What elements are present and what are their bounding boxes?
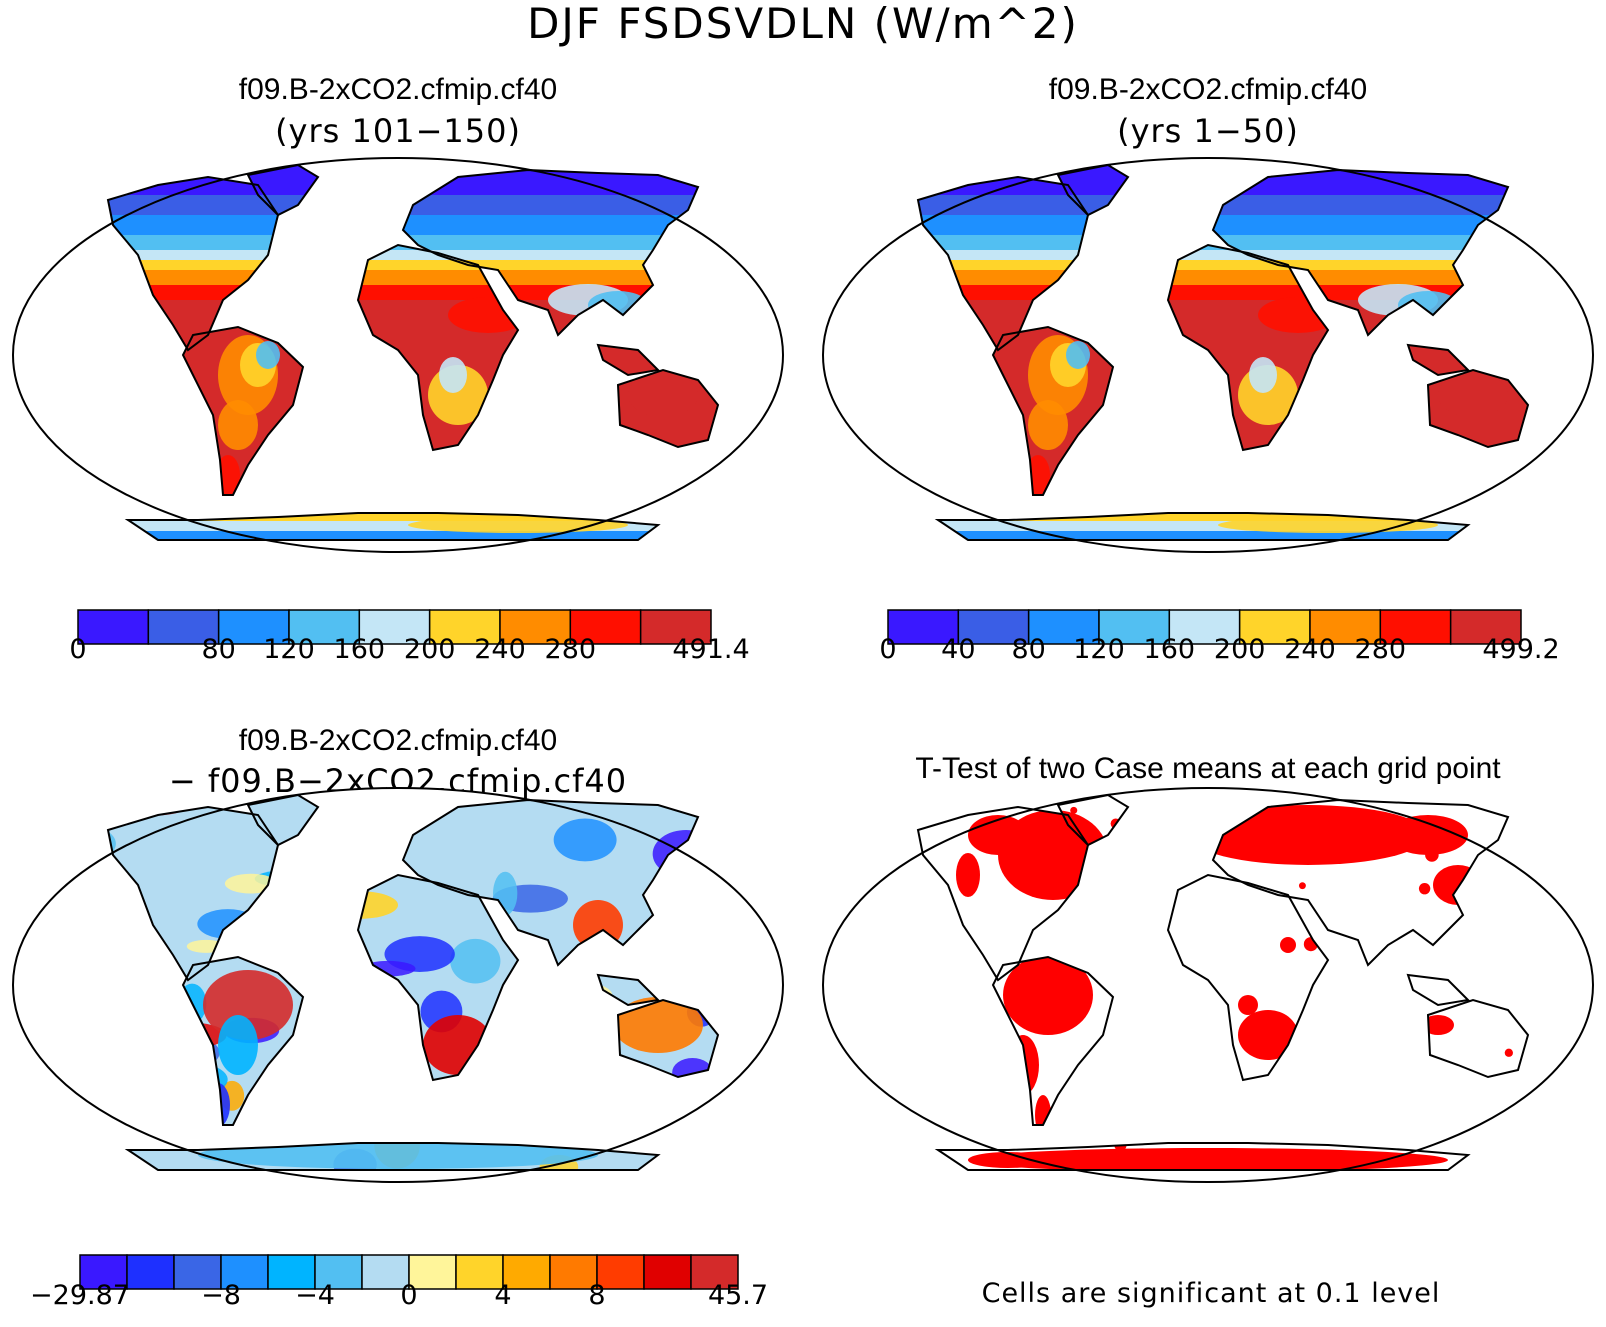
colorbar-swatch: [428, 609, 501, 645]
colorbar-tick-label: 80: [1011, 634, 1045, 665]
colorbar-tick-label: 4: [494, 1280, 511, 1311]
colorbar-tick-label: 120: [1073, 634, 1125, 665]
colorbar-tick-label: 280: [545, 634, 597, 665]
colorbar-swatch: [1168, 609, 1241, 645]
panel-2-subtitle: (yrs 1−50): [1117, 112, 1299, 150]
colorbar-swatch: [643, 1254, 692, 1290]
panel-4-map: [822, 787, 1594, 1183]
map-border: [822, 787, 1594, 1183]
colorbar-tick-label: 0: [69, 634, 86, 665]
panel-2-colorbar: 0 40 80 120 160 200 240 280 499.2: [879, 609, 1560, 665]
colorbar-swatch: [502, 1254, 551, 1290]
colorbar-swatch: [1098, 609, 1171, 645]
map-border: [822, 157, 1594, 553]
colorbar-swatch: [887, 609, 960, 645]
colorbar-tick-label: 240: [474, 634, 526, 665]
panel-2-title: f09.B-2xCO2.cfmip.cf40: [1049, 73, 1367, 106]
colorbar-swatch: [1449, 609, 1522, 645]
colorbar-tick-label: 200: [1214, 634, 1266, 665]
colorbar-swatch: [690, 1254, 739, 1290]
colorbar-tick-label: −4: [295, 1280, 335, 1311]
panel-1-colorbar: 0 80 120 160 200 240 280 491.4: [69, 609, 750, 665]
figure-title: DJF FSDSVDLN (W/m^2): [527, 0, 1079, 48]
colorbar-swatch: [1379, 609, 1452, 645]
panel-1-title: f09.B-2xCO2.cfmip.cf40: [239, 73, 557, 106]
colorbar-tick-label: 40: [941, 634, 975, 665]
colorbar-swatch: [639, 609, 712, 645]
colorbar-swatch: [1309, 609, 1382, 645]
colorbar-tick-label: 160: [1144, 634, 1196, 665]
colorbar-swatch: [126, 1254, 175, 1290]
panel-2-map: [822, 157, 1594, 553]
panel-1-map: [12, 157, 784, 553]
colorbar-swatch: [569, 609, 642, 645]
panel-3-map: [12, 787, 784, 1183]
colorbar-tick-label: 45.7: [708, 1280, 768, 1311]
colorbar-tick-label: 0: [400, 1280, 417, 1311]
colorbar-swatch: [314, 1254, 363, 1290]
colorbar-tick-label: 160: [334, 634, 386, 665]
colorbar-swatch: [217, 609, 290, 645]
colorbar-tick-label: 8: [588, 1280, 605, 1311]
panel-3-title: f09.B-2xCO2.cfmip.cf40: [239, 724, 557, 757]
colorbar-tick-label: 499.2: [1482, 634, 1559, 665]
colorbar-tick-label: −8: [201, 1280, 241, 1311]
colorbar-tick-label: 491.4: [672, 634, 749, 665]
colorbar-swatch: [455, 1254, 504, 1290]
colorbar-swatch: [77, 609, 150, 645]
colorbar-tick-label: 120: [263, 634, 315, 665]
colorbar-tick-label: 280: [1355, 634, 1407, 665]
colorbar-tick-label: 0: [879, 634, 896, 665]
panel-4-note: Cells are significant at 0.1 level: [982, 1278, 1441, 1309]
colorbar-swatch: [173, 1254, 222, 1290]
colorbar-tick-label: 80: [201, 634, 235, 665]
colorbar-tick-label: −29.87: [30, 1280, 130, 1311]
map-border: [12, 157, 784, 553]
map-border: [12, 787, 784, 1183]
colorbar-swatch: [358, 609, 431, 645]
colorbar-tick-label: 200: [404, 634, 456, 665]
panel-3-colorbar: −29.87 −8 −4 0 4 8 45.7: [30, 1254, 768, 1311]
colorbar-swatch: [596, 1254, 645, 1290]
colorbar-tick-label: 240: [1284, 634, 1336, 665]
panel-4-title: T-Test of two Case means at each grid po…: [915, 752, 1501, 785]
colorbar-swatch: [288, 609, 361, 645]
colorbar-swatch: [220, 1254, 269, 1290]
panel-1-subtitle: (yrs 101−150): [275, 112, 521, 150]
